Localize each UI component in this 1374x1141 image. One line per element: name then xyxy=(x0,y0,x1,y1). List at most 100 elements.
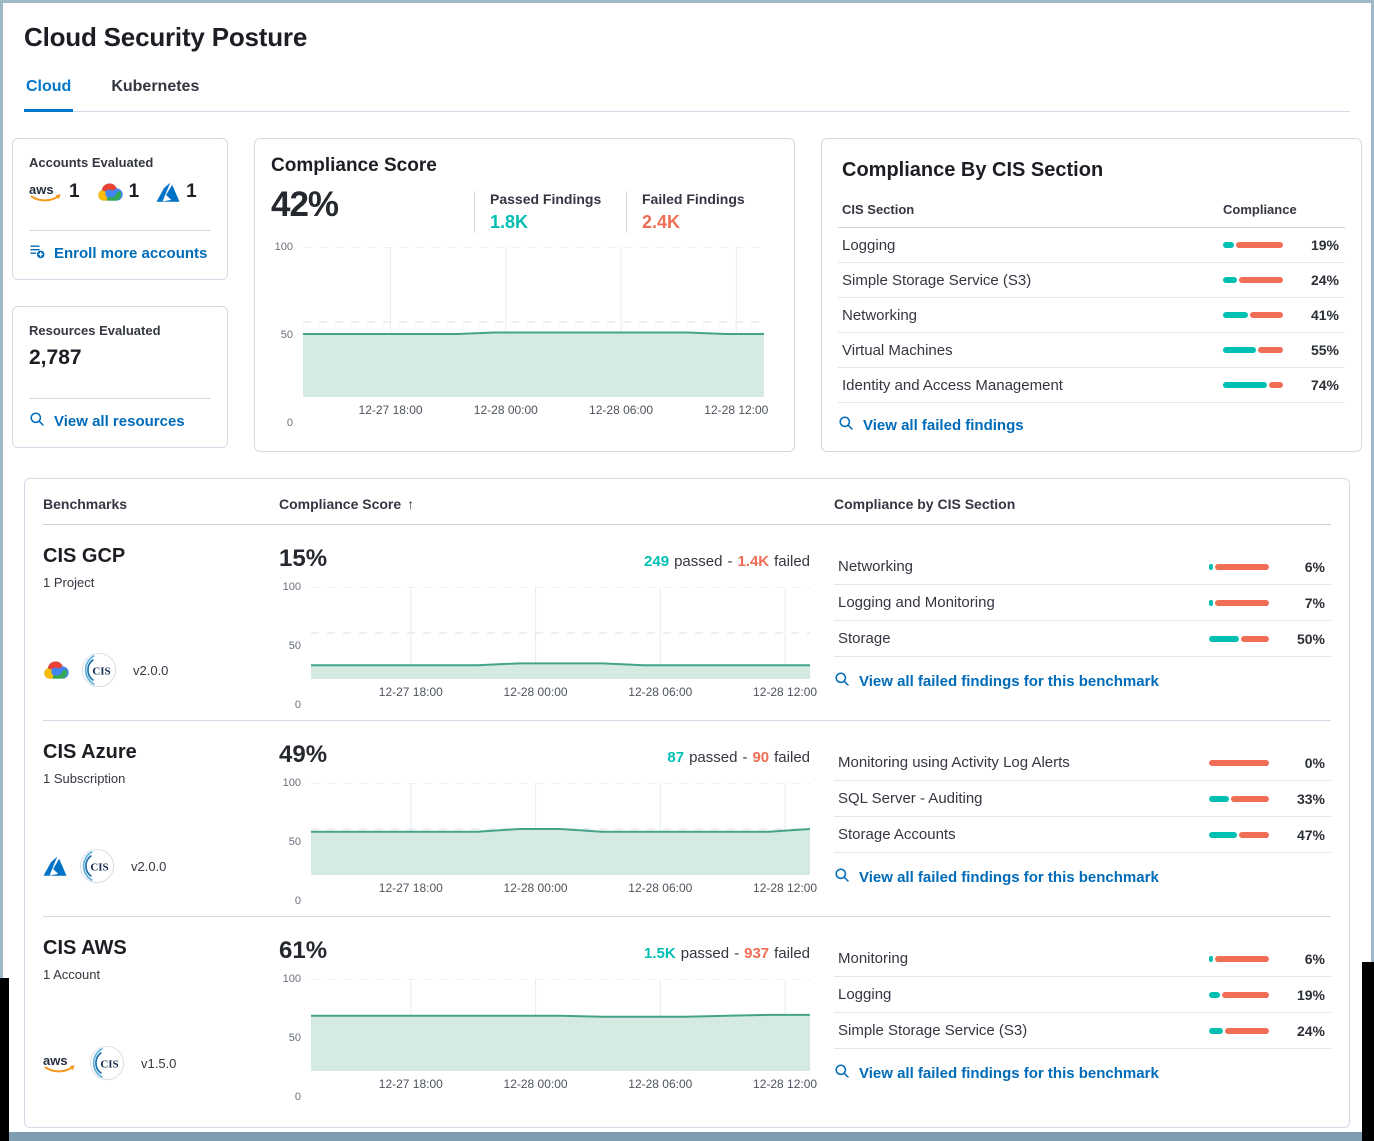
benchmark-logos: CIS v2.0.0 xyxy=(43,848,269,884)
benchmark-score-cell: 15% 249 passed - 1.4K failed 0 50 100 12-27… xyxy=(279,545,824,711)
benchmark-row-cis-azure: CIS Azure 1 Subscription CIS v2.0.0 49% … xyxy=(43,721,1331,917)
view-all-failed-findings-link[interactable]: View all failed findings xyxy=(838,403,1345,435)
magnifier-icon-slot xyxy=(834,867,850,887)
compliance-percent: 0% xyxy=(1304,754,1325,771)
view-benchmark-failed-findings-label: View all failed findings for this benchm… xyxy=(859,672,1159,690)
cis-section-column-header: CIS Section xyxy=(842,202,915,217)
cis-logo-icon: CIS xyxy=(79,848,115,884)
passed-count: 87 xyxy=(667,749,685,766)
view-all-resources-link[interactable]: View all resources xyxy=(29,399,211,431)
view-benchmark-failed-findings-link[interactable]: View all failed findings for this benchm… xyxy=(834,853,1331,887)
compliance-percent: 55% xyxy=(1310,342,1339,358)
benchmark-score: 49% xyxy=(279,741,328,768)
table-row: SQL Server - Auditing 33% xyxy=(834,781,1331,817)
benchmark-version: v1.5.0 xyxy=(141,1055,177,1071)
cis-logo-icon: CIS xyxy=(89,1045,125,1081)
failed-count: 1.4K xyxy=(737,553,770,570)
findings-stats: Passed Findings 1.8K Failed Findings 2.4… xyxy=(474,191,778,233)
section-label: Simple Storage Service (S3) xyxy=(838,1022,1028,1039)
benchmark-version: v2.0.0 xyxy=(133,662,169,678)
benchmark-sections-cell: Networking 6% Logging and Monitoring 7% … xyxy=(834,545,1331,710)
passed-findings-label: Passed Findings xyxy=(490,191,602,207)
magnifier-icon xyxy=(839,416,853,430)
benchmark-name: CIS GCP xyxy=(43,545,126,567)
cis-logo-slot: CIS xyxy=(89,1045,125,1081)
magnifier-icon-slot xyxy=(838,415,854,435)
compliance-percent: 41% xyxy=(1310,307,1339,323)
benchmark-sections-cell: Monitoring 6% Logging 19% Simple Storage… xyxy=(834,937,1331,1103)
benchmark-subtitle: 1 Account xyxy=(43,967,101,982)
table-row: Simple Storage Service (S3) 24% xyxy=(838,263,1345,298)
list-add-icon xyxy=(30,245,45,259)
compliance-by-cis-section-column-header: Compliance by CIS Section xyxy=(834,496,1016,512)
summary-left-column: Accounts Evaluated aws 1 1 xyxy=(12,138,228,452)
benchmarks-panel: Benchmarks Compliance Score ↑ Compliance … xyxy=(24,478,1350,1128)
aws-count: 1 xyxy=(69,181,80,202)
benchmark-row-cis-gcp: CIS GCP 1 Project CIS v2.0.0 15% 249 pas… xyxy=(43,525,1331,721)
tab-cloud[interactable]: Cloud xyxy=(24,74,74,112)
table-row: Identity and Access Management 74% xyxy=(838,368,1345,403)
magnifier-icon xyxy=(835,672,849,686)
compliance-percent: 24% xyxy=(1296,1022,1325,1039)
azure-icon-slot xyxy=(156,182,180,203)
aws-icon-slot: aws xyxy=(43,1052,77,1074)
benchmark-name-cell: CIS Azure 1 Subscription CIS v2.0.0 xyxy=(43,741,269,906)
compliance-percent: 74% xyxy=(1310,377,1339,393)
benchmark-score: 61% xyxy=(279,937,328,964)
summary-section: Accounts Evaluated aws 1 1 xyxy=(12,138,1362,452)
compliance-bar xyxy=(1209,795,1269,802)
svg-text:aws: aws xyxy=(29,182,54,197)
cis-logo-slot: CIS xyxy=(79,848,115,884)
black-backdrop-right xyxy=(1362,962,1374,1141)
accounts-evaluated-title: Accounts Evaluated xyxy=(29,155,154,170)
view-benchmark-failed-findings-label: View all failed findings for this benchm… xyxy=(859,868,1159,886)
compliance-bar xyxy=(1209,635,1269,642)
section-label: Logging and Monitoring xyxy=(838,594,995,611)
view-benchmark-failed-findings-label: View all failed findings for this benchm… xyxy=(859,1064,1159,1082)
section-label: SQL Server - Auditing xyxy=(838,790,983,807)
magnifier-icon xyxy=(835,868,849,882)
tab-kubernetes[interactable]: Kubernetes xyxy=(111,78,200,95)
section-label: Virtual Machines xyxy=(842,341,953,359)
enroll-label: Enroll more accounts xyxy=(54,244,208,262)
failed-count: 937 xyxy=(744,945,770,962)
compliance-bar xyxy=(1223,312,1283,318)
view-benchmark-failed-findings-link[interactable]: View all failed findings for this benchm… xyxy=(834,1049,1331,1083)
svg-text:aws: aws xyxy=(43,1053,68,1068)
cis-card-title: Compliance By CIS Section xyxy=(842,159,1104,181)
benchmark-score: 15% xyxy=(279,545,328,572)
compliance-score-card: Compliance Score 42% Passed Findings 1.8… xyxy=(254,138,795,452)
compliance-bar xyxy=(1223,347,1283,353)
compliance-bar xyxy=(1223,382,1283,388)
compliance-percent: 7% xyxy=(1304,594,1325,611)
compliance-bar xyxy=(1223,242,1283,248)
compliance-score-left: Compliance Score 42% xyxy=(271,155,437,233)
passed-findings-stat: Passed Findings 1.8K xyxy=(474,191,626,233)
divider xyxy=(29,230,211,231)
account-provider-counts: aws 1 1 1 xyxy=(29,181,211,203)
compliance-score-column-header[interactable]: Compliance Score ↑ xyxy=(279,496,415,512)
table-row: Networking 6% xyxy=(834,549,1331,585)
svg-text:CIS: CIS xyxy=(90,862,108,874)
enroll-more-accounts-link[interactable]: Enroll more accounts xyxy=(29,231,211,263)
sort-up-icon: ↑ xyxy=(407,496,415,512)
table-row: Storage 50% xyxy=(834,621,1331,657)
svg-text:CIS: CIS xyxy=(92,666,110,678)
page-title: Cloud Security Posture xyxy=(24,22,308,52)
benchmark-logos: aws CIS v1.5.0 xyxy=(43,1045,269,1081)
compliance-percent: 19% xyxy=(1296,986,1325,1003)
compliance-percent: 19% xyxy=(1310,237,1339,253)
table-row: Logging 19% xyxy=(838,228,1345,263)
section-label: Networking xyxy=(838,558,914,575)
gcp-icon xyxy=(44,661,69,679)
compliance-bar xyxy=(1209,831,1269,838)
passed-failed-summary: 249 passed - 1.4K failed xyxy=(644,553,810,570)
compliance-bar xyxy=(1223,277,1283,283)
failed-findings-label: Failed Findings xyxy=(642,191,745,207)
black-backdrop-left xyxy=(0,978,9,1141)
gcp-count: 1 xyxy=(128,181,140,202)
magnifier-icon-slot xyxy=(834,1063,850,1083)
benchmark-trend-chart: 0 50 100 12-27 18:00 12-28 00:00 12-28 06:00 1… xyxy=(282,581,818,711)
view-benchmark-failed-findings-link[interactable]: View all failed findings for this benchm… xyxy=(834,657,1331,691)
table-row: Logging and Monitoring 7% xyxy=(834,585,1331,621)
